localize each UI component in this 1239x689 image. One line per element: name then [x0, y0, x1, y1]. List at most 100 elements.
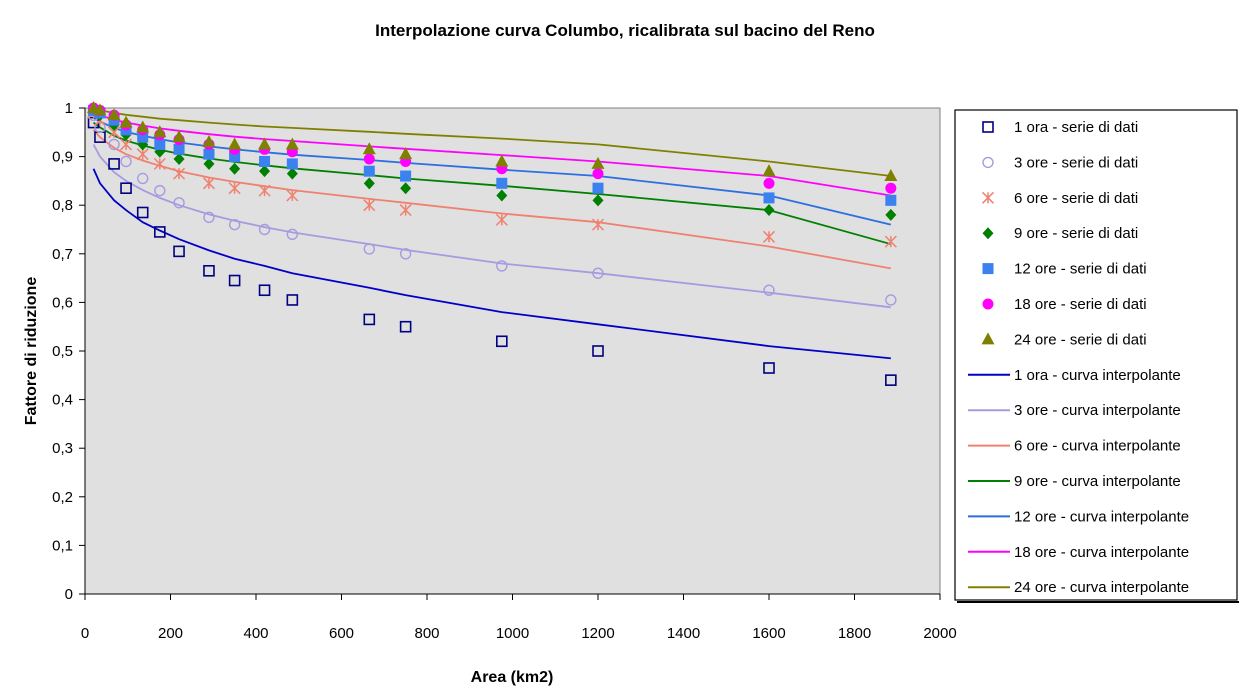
x-tick-label: 400 — [243, 625, 268, 642]
data-point — [154, 226, 166, 238]
data-point — [884, 169, 898, 182]
y-tick-label: 0,5 — [52, 343, 73, 360]
data-point — [592, 345, 604, 357]
plot-area — [84, 107, 941, 595]
data-point — [591, 218, 605, 231]
data-point — [363, 243, 375, 255]
data-point — [286, 189, 299, 202]
legend-item: 1 ora - curva interpolante — [968, 367, 1181, 384]
plot-background — [84, 107, 941, 595]
point-series-7 — [87, 101, 898, 182]
data-point — [154, 138, 166, 150]
x-tick-label: 1800 — [838, 625, 871, 642]
data-point — [399, 147, 413, 160]
data-point — [495, 213, 508, 226]
legend-item: 12 ore - curva interpolante — [968, 508, 1189, 525]
data-point — [136, 206, 149, 219]
legend-label: 1 ora - serie di dati — [1014, 119, 1138, 136]
y-tick-label: 0,9 — [52, 149, 73, 166]
legend-label: 24 ore - serie di dati — [1014, 331, 1147, 348]
data-point — [203, 148, 215, 160]
legend-item: 9 ore - curva interpolante — [968, 473, 1181, 490]
x-tick-label: 800 — [414, 625, 439, 642]
data-point — [228, 274, 241, 287]
legend-marker — [982, 156, 994, 169]
data-point — [496, 335, 508, 348]
y-tick-label: 0,6 — [52, 294, 73, 311]
data-point — [763, 177, 775, 189]
data-point — [173, 197, 185, 209]
data-point — [153, 125, 167, 138]
y-tick-label: 1 — [65, 100, 73, 117]
data-point — [173, 143, 185, 155]
data-point — [496, 189, 508, 202]
data-point — [203, 265, 215, 277]
data-point — [137, 131, 149, 143]
y-axis-label: Fattore di riduzione — [23, 277, 40, 426]
data-point — [120, 138, 133, 151]
legend-label: 24 ore - curva interpolante — [1014, 579, 1189, 596]
axes-layer: 0 200 400 600 800 1000 1200 1400 1600 1800 2000 0 0,… — [52, 100, 957, 642]
data-point — [763, 362, 775, 374]
data-point — [885, 182, 897, 194]
markers-layer — [87, 101, 898, 386]
data-point — [228, 218, 241, 231]
legend-label: 1 ora - curva interpolante — [1014, 367, 1181, 384]
legend-item: 3 ore - serie di dati — [982, 154, 1138, 171]
data-point — [202, 177, 216, 190]
legend-item: 1 ora - serie di dati — [982, 119, 1138, 136]
data-point — [286, 228, 299, 241]
legend-box — [954, 109, 1238, 601]
data-point — [120, 182, 132, 194]
data-point — [286, 158, 298, 170]
data-point — [763, 284, 775, 296]
data-point — [285, 137, 299, 150]
data-point — [363, 165, 375, 177]
legend-item: 6 ore - curva interpolante — [968, 438, 1181, 455]
legend-label: 9 ore - serie di dati — [1014, 225, 1138, 242]
data-point — [136, 148, 149, 161]
data-point — [363, 153, 375, 165]
data-point — [137, 172, 149, 185]
data-point — [363, 177, 375, 190]
data-point — [763, 204, 775, 217]
legend-label: 9 ore - curva interpolante — [1014, 473, 1181, 490]
data-point — [885, 294, 897, 306]
data-point — [259, 165, 271, 178]
data-point — [592, 182, 604, 194]
x-tick-label: 1400 — [667, 625, 700, 642]
data-point — [496, 260, 508, 272]
data-point — [203, 211, 215, 224]
data-point — [258, 137, 272, 150]
y-tick-label: 0,1 — [52, 537, 73, 554]
point-series-2 — [87, 109, 897, 306]
y-tick-label: 0,3 — [52, 440, 73, 457]
y-tick-label: 0,7 — [52, 246, 73, 263]
data-point — [258, 223, 271, 236]
legend-marker — [982, 121, 994, 133]
data-point — [202, 135, 216, 148]
data-point — [172, 130, 186, 143]
data-point — [762, 164, 776, 177]
chart-title: Interpolazione curva Columbo, ricalibrat… — [375, 21, 875, 40]
x-tick-label: 600 — [329, 625, 354, 642]
data-point — [592, 267, 604, 279]
data-point — [286, 294, 299, 306]
data-point — [229, 151, 241, 163]
y-tick-label: 0,2 — [52, 489, 73, 506]
legend-label: 12 ore - curva interpolante — [1014, 508, 1189, 525]
data-point — [203, 157, 215, 170]
x-tick-label: 0 — [81, 625, 89, 642]
data-point — [763, 192, 775, 204]
legend-marker — [982, 298, 994, 310]
data-point — [762, 230, 776, 243]
legend-item: 6 ore - serie di dati — [981, 190, 1138, 207]
curve-line-3 — [92, 129, 891, 270]
y-tick-label: 0 — [65, 586, 73, 603]
data-point — [592, 194, 604, 207]
data-point — [108, 158, 120, 170]
data-point — [495, 154, 509, 167]
y-tick-label: 0,8 — [52, 197, 73, 214]
data-point — [258, 284, 271, 297]
